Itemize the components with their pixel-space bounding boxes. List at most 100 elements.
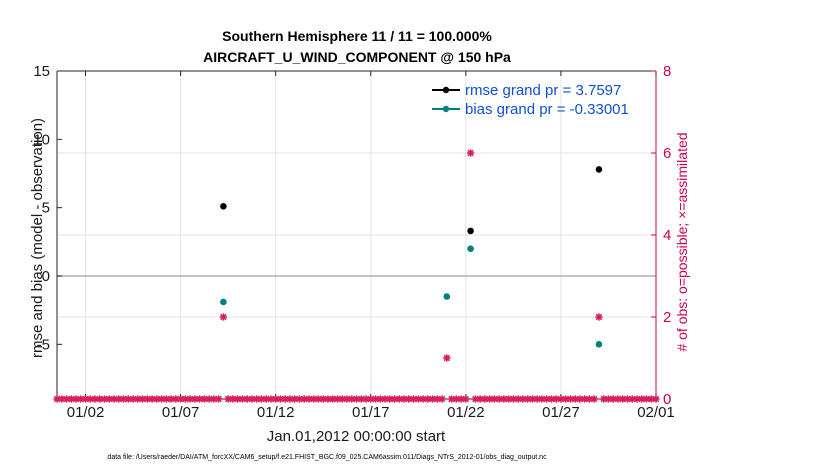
- obs-count-stroke: [153, 395, 161, 403]
- obs-count-stroke: [58, 395, 66, 403]
- obs-count-stroke: [624, 395, 631, 403]
- obs-count-stroke: [562, 395, 569, 403]
- obs-count-marker: [143, 395, 151, 403]
- obs-count-stroke: [633, 395, 641, 403]
- y-axis-label-right: # of obs: o=possible; ×=assimilated: [674, 132, 690, 351]
- obs-count-marker: [447, 395, 456, 403]
- obs-count-stroke: [91, 395, 99, 403]
- obs-count-stroke: [281, 395, 289, 403]
- obs-count-stroke: [172, 395, 180, 403]
- obs-count-stroke: [115, 395, 123, 403]
- obs-count-marker: [253, 395, 261, 403]
- obs-count-stroke: [329, 395, 336, 403]
- x-tick-label: 01/12: [257, 404, 295, 421]
- obs-count-stroke: [595, 313, 603, 321]
- obs-count-stroke: [310, 395, 317, 403]
- obs-count-stroke: [324, 395, 332, 403]
- obs-count-marker: [96, 395, 104, 403]
- obs-count-stroke: [576, 395, 584, 403]
- x-tick-label: 01/22: [447, 404, 485, 421]
- obs-count-stroke: [467, 149, 474, 157]
- obs-count-stroke: [643, 395, 650, 403]
- obs-count-stroke: [552, 395, 560, 403]
- obs-count-stroke: [125, 395, 132, 403]
- obs-count-marker: [105, 395, 113, 403]
- obs-count-marker: [67, 395, 75, 403]
- obs-count-stroke: [415, 395, 422, 403]
- obs-count-stroke: [82, 395, 89, 403]
- obs-count-stroke: [191, 395, 199, 403]
- obs-count-stroke: [234, 395, 241, 403]
- bias-point: [443, 293, 451, 300]
- obs-count-stroke: [472, 395, 479, 403]
- obs-count-stroke: [548, 395, 555, 403]
- obs-count-stroke: [519, 395, 527, 403]
- obs-count-stroke: [567, 395, 574, 403]
- x-tick-label: 01/02: [67, 404, 105, 421]
- legend-rmse-text: rmse grand pr = 3.7597: [465, 82, 621, 99]
- obs-count-stroke: [581, 395, 588, 403]
- x-tick-label: 01/17: [352, 404, 390, 421]
- obs-count-marker: [443, 354, 451, 362]
- y-right-tick-label: 2: [663, 309, 671, 326]
- obs-count-stroke: [652, 395, 660, 403]
- obs-count-stroke: [220, 313, 227, 321]
- obs-count-marker: [576, 395, 584, 403]
- obs-count-marker: [215, 395, 223, 403]
- obs-count-stroke: [400, 395, 408, 403]
- obs-count-stroke: [291, 395, 298, 403]
- obs-count-stroke: [148, 395, 156, 403]
- obs-count-stroke: [505, 395, 512, 403]
- obs-count-marker: [262, 395, 270, 403]
- obs-count-marker: [138, 395, 147, 403]
- obs-count-marker: [409, 395, 418, 403]
- y-left-tick-label: 0: [42, 268, 50, 285]
- obs-count-stroke: [500, 395, 508, 403]
- obs-count-stroke: [386, 395, 394, 403]
- obs-count-marker: [438, 395, 446, 403]
- obs-count-stroke: [348, 395, 356, 403]
- obs-count-stroke: [619, 395, 626, 403]
- obs-count-stroke: [77, 395, 85, 403]
- obs-count-marker: [81, 395, 90, 403]
- obs-count-stroke: [557, 395, 565, 403]
- obs-count-stroke: [614, 395, 622, 403]
- obs-count-stroke: [457, 395, 465, 403]
- y-left-tick-label: 10: [33, 131, 50, 148]
- bias-point: [595, 341, 603, 348]
- obs-count-stroke: [453, 395, 460, 403]
- obs-count-stroke: [129, 395, 137, 403]
- legend-bias-marker: [442, 105, 450, 113]
- obs-count-stroke: [305, 395, 313, 403]
- obs-count-marker: [490, 395, 498, 403]
- obs-count-stroke: [224, 395, 232, 403]
- y-right-tick-label: 8: [663, 63, 671, 80]
- obs-count-stroke: [53, 395, 61, 403]
- obs-count-stroke: [367, 395, 375, 403]
- rmse-point: [220, 203, 227, 210]
- y-right-tick-label: 0: [663, 391, 671, 408]
- obs-count-stroke: [571, 395, 579, 403]
- obs-count-marker: [295, 395, 304, 403]
- obs-count-stroke: [419, 395, 427, 403]
- obs-count-marker: [229, 395, 237, 403]
- obs-count-stroke: [258, 395, 265, 403]
- y-left-tick-label: -5: [37, 336, 50, 353]
- obs-count-stroke: [481, 395, 489, 403]
- obs-count-stroke: [262, 395, 270, 403]
- obs-count-stroke: [448, 395, 455, 403]
- obs-count-stroke: [524, 395, 531, 403]
- obs-count-stroke: [210, 395, 218, 403]
- obs-count-stroke: [315, 395, 322, 403]
- obs-count-stroke: [491, 395, 498, 403]
- obs-count-marker: [543, 395, 551, 403]
- bias-point: [220, 298, 227, 306]
- bias-point: [467, 245, 474, 252]
- obs-count-stroke: [196, 395, 203, 403]
- legend-rmse-marker: [442, 86, 450, 94]
- obs-count-stroke: [586, 395, 593, 403]
- obs-count-stroke: [229, 395, 237, 403]
- obs-count-stroke: [605, 395, 612, 403]
